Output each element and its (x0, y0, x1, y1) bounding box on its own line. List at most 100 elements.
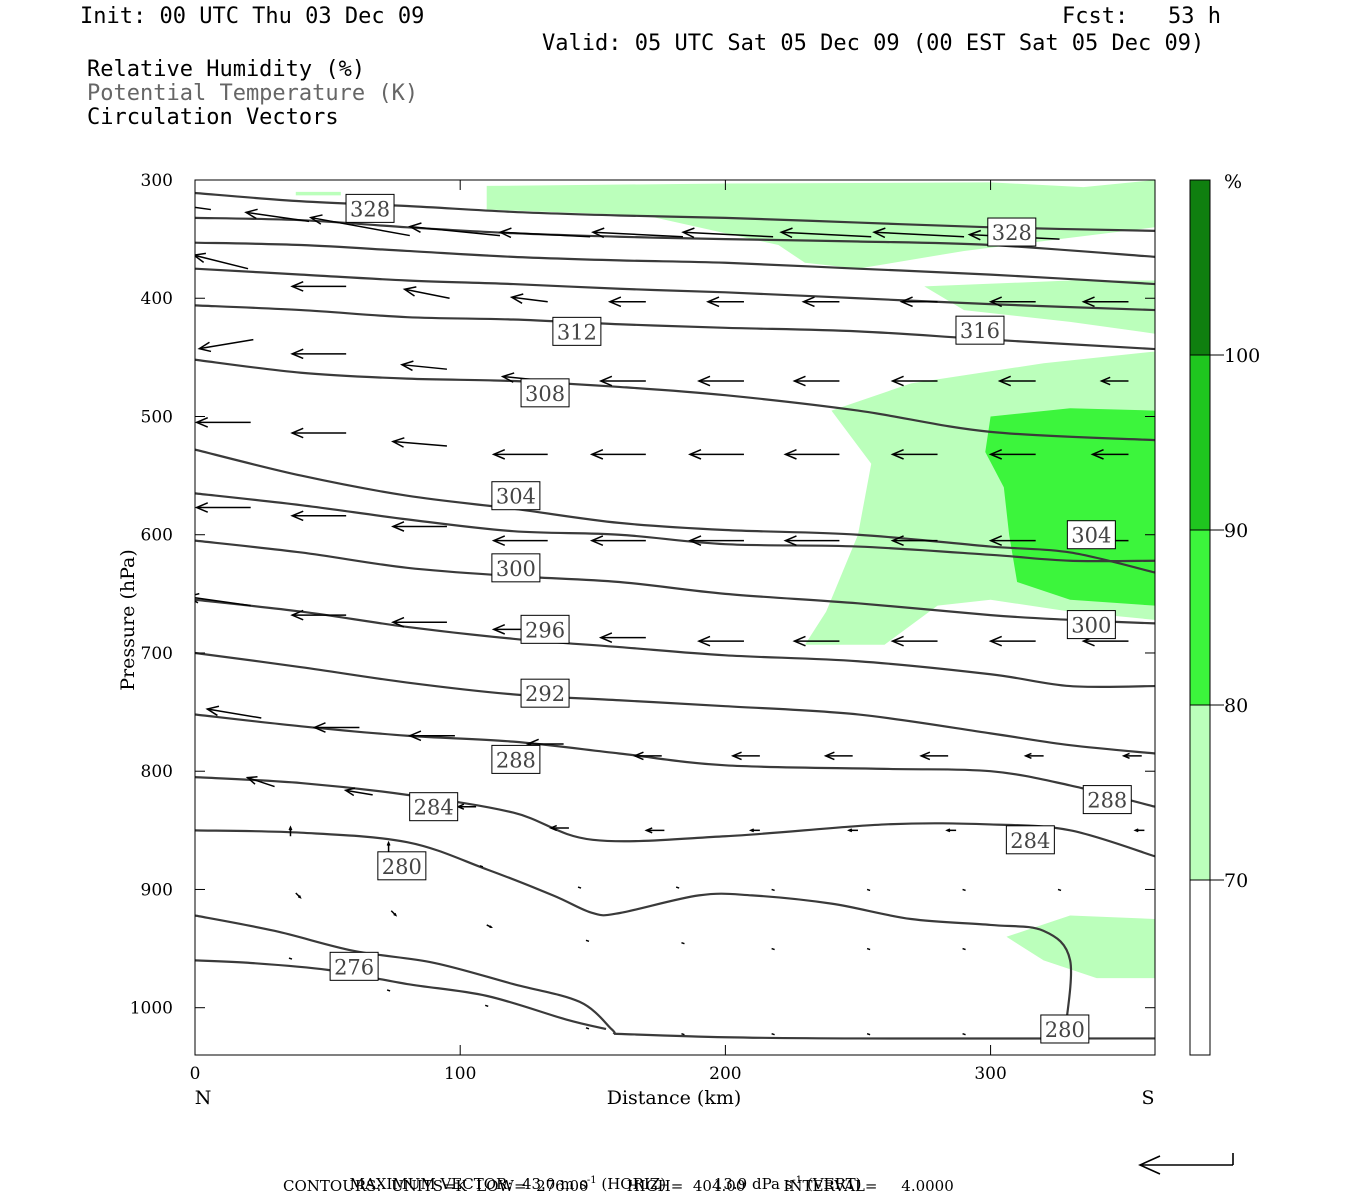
circulation-vector (598, 632, 646, 643)
vector-head (400, 360, 414, 372)
vector-head (491, 623, 506, 635)
vector-head (548, 824, 558, 832)
circulation-vector (290, 427, 347, 439)
circulation-vector (866, 947, 871, 951)
vector-head (1099, 376, 1111, 386)
vector-head (407, 730, 422, 742)
colorbar-unit: % (1224, 171, 1242, 193)
vector-head (391, 437, 405, 448)
circulation-vector (245, 776, 275, 788)
circulation-vector (681, 227, 774, 239)
contour-label-text: 292 (525, 682, 565, 706)
theta-contour-292 (195, 651, 1155, 755)
circulation-vector (491, 535, 548, 547)
horiz-value: 43.0 (521, 1175, 556, 1193)
vector-shaft (866, 947, 871, 951)
theta-contour-288 (195, 713, 1155, 808)
vector-head (205, 705, 220, 717)
contour-label-box (1040, 1014, 1090, 1044)
vector-head (598, 632, 613, 643)
vector-head (489, 925, 493, 929)
vector-head (312, 722, 326, 733)
vector-head (288, 825, 293, 831)
contour-label-text: 280 (382, 855, 422, 879)
circulation-vector (205, 705, 262, 719)
contour-label: 288 (1082, 785, 1132, 815)
vector-shaft (874, 231, 965, 238)
circulation-vector (589, 448, 646, 460)
circulation-vector (988, 535, 1036, 547)
contour-label-text: 316 (960, 319, 1000, 343)
contour-label-box (987, 217, 1037, 247)
vert-tag: (VERT) (806, 1175, 862, 1193)
circulation-vector (290, 510, 347, 522)
circulation-vector (919, 751, 949, 761)
vector-head (509, 293, 524, 304)
circulation-vector (783, 535, 840, 547)
plot-frame (194, 179, 1156, 1056)
x-axis-label: Distance (km) (607, 1087, 742, 1109)
circulation-vector (632, 751, 662, 761)
circulation-vector (783, 448, 840, 460)
circulation-vector (112, 193, 212, 211)
circulation-vector (598, 375, 646, 387)
vector-shaft (962, 1033, 966, 1036)
vector-head (919, 751, 931, 761)
contour-label: 300 (491, 553, 541, 583)
vector-head (967, 229, 982, 241)
circulation-vector (988, 296, 1036, 308)
vector-shaft (199, 338, 254, 350)
contour-label-text: 296 (525, 618, 565, 642)
colorbar-swatch (1189, 354, 1211, 531)
colorbar-tick-label: 100 (1224, 345, 1260, 367)
vector-head (697, 635, 711, 647)
contour-label: 284 (409, 792, 459, 822)
contour-label-box (491, 744, 541, 774)
circulation-vector (988, 635, 1036, 647)
horiz-exponent: -1 (586, 1175, 597, 1186)
colorbar-swatch (1189, 179, 1211, 356)
vector-head (393, 912, 398, 917)
vector-head (195, 417, 209, 428)
circulation-vector (681, 941, 685, 945)
circulation-vector (706, 296, 744, 308)
field-rh: Relative Humidity (%) (87, 57, 366, 82)
circulation-vector (585, 939, 590, 943)
vector-shaft (675, 886, 680, 889)
contour-label-text: 300 (1071, 614, 1111, 638)
vector-shaft (771, 947, 775, 951)
reference-vector-icon (1138, 1153, 1234, 1175)
contour-label-text: 300 (496, 557, 536, 581)
vector-head (945, 828, 951, 833)
theta-contour-276 (195, 959, 607, 1031)
vector-head (688, 535, 702, 547)
vector-head (997, 375, 1012, 387)
vector-head (112, 193, 124, 202)
vector-shaft (195, 206, 212, 211)
vector-head (290, 281, 304, 292)
vector-head (988, 448, 1003, 460)
vector-head (244, 208, 258, 220)
y-tick-label: 400 (141, 289, 173, 309)
circulation-vector (872, 227, 965, 239)
x-end-label-south: S (1141, 1087, 1154, 1109)
vector-head (899, 296, 913, 308)
colorbar-swatch (1189, 529, 1211, 706)
circulation-vector (607, 296, 646, 308)
contour-label-box (552, 316, 602, 346)
vector-head (792, 635, 806, 647)
x-end-label-north: N (195, 1087, 212, 1109)
vector-shaft (484, 1004, 489, 1008)
vector-shaft (511, 296, 548, 303)
x-tick-label: 0 (190, 1064, 201, 1084)
circulation-vector (484, 1004, 489, 1008)
x-tick-label: 100 (444, 1064, 476, 1084)
field-vectors: Circulation Vectors (87, 105, 339, 130)
contour-label: 288 (491, 744, 541, 774)
vector-head (730, 751, 742, 761)
circulation-vector (688, 448, 744, 460)
circulation-vector (1121, 752, 1142, 759)
circulation-vector (644, 827, 665, 834)
contour-label: 304 (1066, 520, 1116, 550)
